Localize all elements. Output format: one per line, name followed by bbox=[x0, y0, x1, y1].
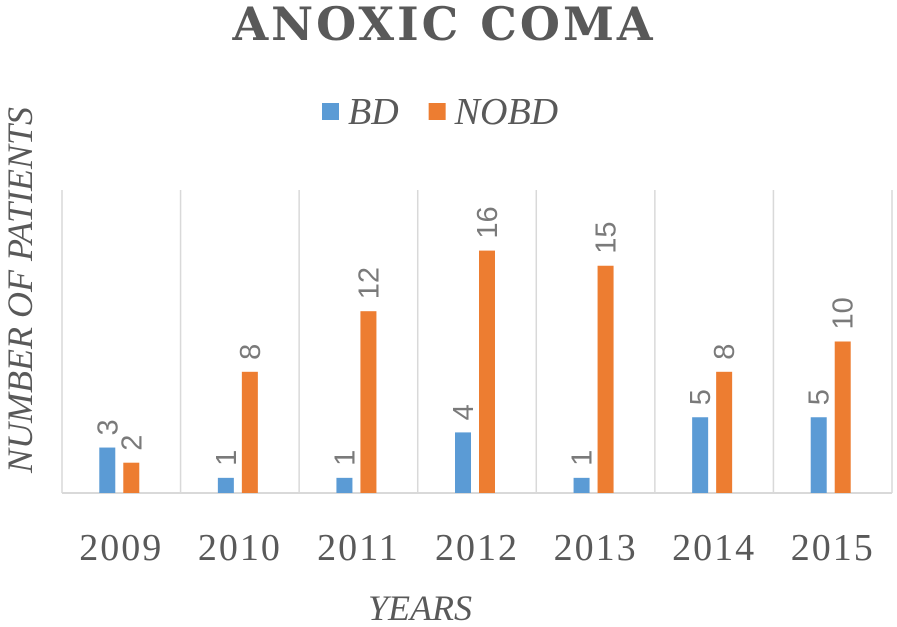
bar-bd-2014 bbox=[692, 417, 709, 493]
chart-title: ANOXIC COMA bbox=[231, 0, 655, 51]
data-label-bd-2012: 4 bbox=[448, 404, 480, 420]
data-label-nobd-2011: 12 bbox=[353, 267, 385, 299]
data-label-nobd-2015: 10 bbox=[828, 297, 860, 329]
x-tick-2009: 2009 bbox=[79, 527, 163, 569]
legend-swatch-nobd bbox=[428, 103, 446, 120]
data-label-bd-2010: 1 bbox=[211, 450, 243, 466]
data-label-nobd-2009: 2 bbox=[116, 435, 148, 451]
bars bbox=[99, 250, 851, 493]
legend: BD NOBD bbox=[322, 91, 558, 133]
data-label-nobd-2010: 8 bbox=[235, 344, 267, 360]
x-tick-2013: 2013 bbox=[554, 527, 638, 569]
x-axis-title: YEARS bbox=[368, 588, 472, 627]
bar-nobd-2012 bbox=[479, 250, 495, 493]
data-labels: 32 1 8 1 12 4 16 1 15 5 8 5 10 bbox=[92, 206, 859, 466]
bar-nobd-2014 bbox=[716, 371, 733, 493]
x-tick-labels: 2009 2010 2011 2012 2013 2014 2015 bbox=[79, 527, 875, 569]
data-label-nobd-2012: 16 bbox=[472, 206, 504, 238]
x-tick-2012: 2012 bbox=[435, 527, 519, 569]
data-label-nobd-2014: 8 bbox=[709, 344, 741, 360]
data-label-bd-2014: 5 bbox=[685, 389, 717, 405]
y-axis-title: NUMBER OF PATIENTS bbox=[0, 107, 40, 474]
bar-nobd-2009 bbox=[123, 462, 140, 493]
legend-label-nobd: NOBD bbox=[454, 91, 558, 133]
data-label-bd-2013: 1 bbox=[567, 450, 599, 466]
x-tick-2011: 2011 bbox=[317, 527, 400, 569]
bar-bd-2010 bbox=[217, 477, 234, 493]
bar-nobd-2015 bbox=[834, 341, 851, 493]
bar-bd-2015 bbox=[810, 417, 827, 493]
x-tick-2014: 2014 bbox=[672, 527, 756, 569]
bar-nobd-2010 bbox=[241, 371, 258, 493]
bar-nobd-2013 bbox=[597, 265, 614, 493]
bar-bd-2012 bbox=[455, 432, 471, 493]
bar-nobd-2011 bbox=[360, 311, 377, 493]
bar-bd-2011 bbox=[336, 477, 353, 493]
x-tick-2015: 2015 bbox=[791, 527, 875, 569]
bar-bd-2009 bbox=[99, 447, 116, 493]
category-gridlines bbox=[61, 190, 893, 494]
data-label-bd-2009: 3 bbox=[92, 419, 124, 435]
data-label-nobd-2013: 15 bbox=[591, 221, 623, 253]
x-tick-2010: 2010 bbox=[198, 527, 282, 569]
legend-label-bd: BD bbox=[348, 91, 399, 133]
bar-bd-2013 bbox=[573, 477, 590, 493]
data-label-bd-2015: 5 bbox=[804, 389, 836, 405]
data-label-bd-2011: 1 bbox=[329, 450, 361, 466]
legend-swatch-bd bbox=[322, 103, 339, 120]
